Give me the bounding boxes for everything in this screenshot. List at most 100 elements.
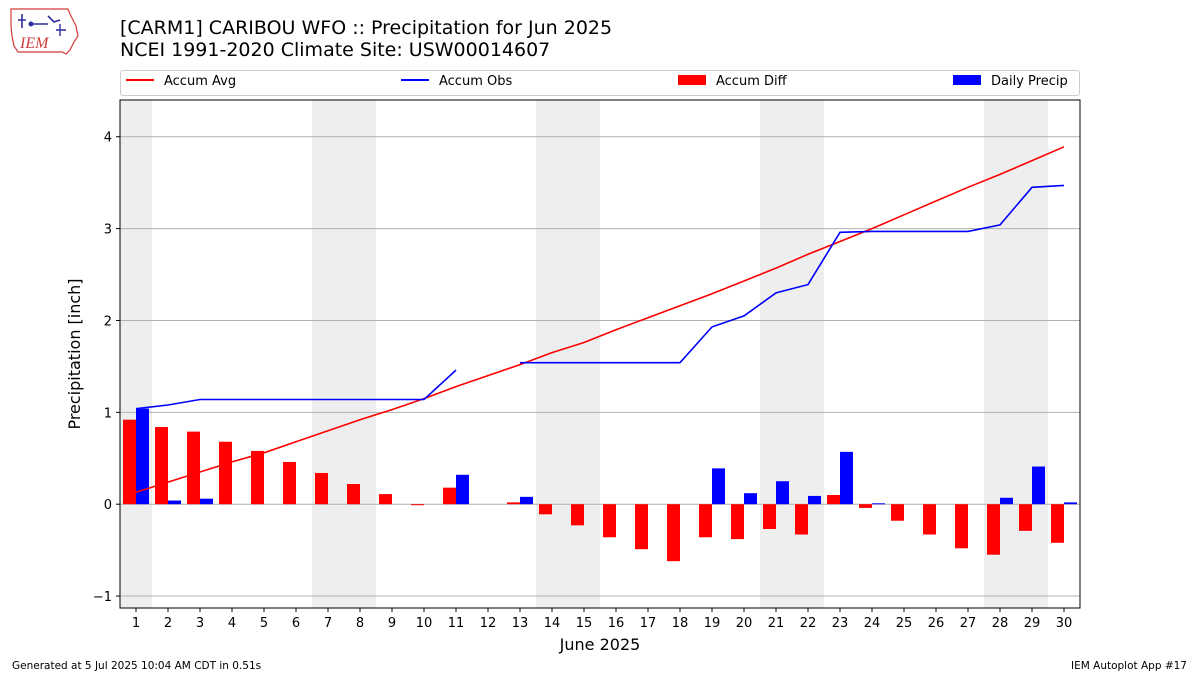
x-tick-label: 4 bbox=[228, 616, 236, 631]
y-tick-label: 1 bbox=[104, 406, 112, 421]
bar-accum-diff bbox=[827, 495, 840, 505]
x-tick-label: 13 bbox=[512, 616, 529, 631]
bar-accum-diff bbox=[859, 504, 872, 508]
x-tick-label: 24 bbox=[864, 616, 881, 631]
bar-accum-diff bbox=[763, 504, 776, 529]
legend-label-accum-avg: Accum Avg bbox=[164, 74, 237, 89]
x-tick-label: 9 bbox=[388, 616, 396, 631]
footer-generated: Generated at 5 Jul 2025 10:04 AM CDT in … bbox=[12, 660, 262, 672]
legend-item-accum-diff: Accum Diff bbox=[678, 74, 787, 92]
bar-accum-diff bbox=[699, 504, 712, 538]
bar-accum-diff bbox=[731, 504, 744, 540]
x-tick-label: 12 bbox=[480, 616, 497, 631]
bar-accum-diff bbox=[443, 487, 456, 505]
bar-accum-diff bbox=[123, 419, 136, 505]
bar-daily-precip bbox=[1064, 502, 1077, 505]
bar-daily-precip bbox=[200, 498, 213, 505]
iem-logo: IEM bbox=[10, 8, 79, 55]
x-tick-label: 7 bbox=[324, 616, 332, 631]
x-tick-label: 22 bbox=[800, 616, 817, 631]
x-tick-label: 29 bbox=[1024, 616, 1041, 631]
plot-frame bbox=[119, 99, 1081, 609]
x-tick-label: 16 bbox=[608, 616, 625, 631]
y-tick-label: −1 bbox=[93, 590, 112, 605]
bar-accum-diff bbox=[667, 504, 680, 562]
x-tick-label: 8 bbox=[356, 616, 364, 631]
legend-item-accum-avg: Accum Avg bbox=[126, 74, 236, 92]
x-tick-label: 26 bbox=[928, 616, 945, 631]
bar-accum-diff bbox=[795, 504, 808, 535]
x-tick-label: 1 bbox=[132, 616, 140, 631]
weekend-band bbox=[1016, 100, 1048, 608]
legend-item-daily-precip: Daily Precip bbox=[953, 74, 1068, 92]
weekend-band bbox=[120, 100, 152, 608]
x-tick-label: 18 bbox=[672, 616, 689, 631]
legend-label-daily-precip: Daily Precip bbox=[991, 74, 1068, 89]
bar-accum-diff bbox=[155, 427, 168, 505]
bar-daily-precip bbox=[136, 408, 149, 505]
weekend-shading bbox=[120, 100, 1048, 608]
bar-accum-diff bbox=[379, 494, 392, 505]
bar-accum-diff bbox=[955, 504, 968, 549]
y-tick-label: 2 bbox=[104, 314, 112, 329]
bar-accum-diff bbox=[187, 431, 200, 505]
weekend-band bbox=[568, 100, 600, 608]
line-accum-obs bbox=[135, 184, 1065, 410]
x-tick-label: 20 bbox=[736, 616, 753, 631]
weekend-band bbox=[312, 100, 344, 608]
bar-accum-diff bbox=[1019, 504, 1032, 531]
y-axis-label: Precipitation [inch] bbox=[65, 278, 84, 429]
bar-accum-diff bbox=[251, 450, 264, 505]
bar-accum-diff bbox=[923, 504, 936, 535]
legend-swatch-accum-diff bbox=[678, 75, 706, 85]
bar-accum-diff bbox=[891, 504, 904, 521]
line-accum-avg bbox=[135, 146, 1065, 494]
bar-daily-precip bbox=[1000, 497, 1013, 505]
x-tick-label: 30 bbox=[1056, 616, 1073, 631]
bar-accum-diff bbox=[1051, 504, 1064, 543]
weekend-band bbox=[760, 100, 792, 608]
footer-app: IEM Autoplot App #17 bbox=[1071, 660, 1187, 672]
chart-subtitle: NCEI 1991-2020 Climate Site: USW00014607 bbox=[120, 39, 551, 61]
x-tick-label: 6 bbox=[292, 616, 300, 631]
legend-swatch-accum-obs bbox=[401, 79, 429, 81]
bars bbox=[123, 408, 1077, 562]
bar-accum-diff bbox=[635, 504, 648, 550]
chart-title: [CARM1] CARIBOU WFO :: Precipitation for… bbox=[120, 17, 613, 39]
bar-daily-precip bbox=[744, 493, 757, 505]
x-tick-label: 23 bbox=[832, 616, 849, 631]
legend-swatch-daily-precip bbox=[953, 75, 981, 85]
y-tick-label: 4 bbox=[104, 131, 112, 146]
series-lines bbox=[135, 146, 1065, 494]
x-tick-label: 2 bbox=[164, 616, 172, 631]
bar-accum-diff bbox=[539, 504, 552, 515]
legend-swatch-accum-avg bbox=[126, 79, 154, 81]
bar-daily-precip bbox=[872, 503, 885, 505]
weekend-band bbox=[344, 100, 376, 608]
x-tick-label: 21 bbox=[768, 616, 785, 631]
legend-item-accum-obs: Accum Obs bbox=[401, 74, 512, 92]
bar-accum-diff bbox=[507, 502, 520, 505]
bar-accum-diff bbox=[571, 504, 584, 526]
x-tick-label: 27 bbox=[960, 616, 977, 631]
x-tick-label: 28 bbox=[992, 616, 1009, 631]
bar-daily-precip bbox=[808, 495, 821, 505]
x-tick-label: 3 bbox=[196, 616, 204, 631]
x-tick-label: 17 bbox=[640, 616, 657, 631]
bar-daily-precip bbox=[520, 496, 533, 505]
x-tick-label: 14 bbox=[544, 616, 561, 631]
gridlines bbox=[120, 136, 1080, 597]
bar-accum-diff bbox=[603, 504, 616, 538]
x-tick-label: 15 bbox=[576, 616, 593, 631]
y-tick-label: 3 bbox=[104, 223, 112, 238]
bar-daily-precip bbox=[840, 451, 853, 505]
x-tick-label: 25 bbox=[896, 616, 913, 631]
bar-accum-diff bbox=[219, 441, 232, 505]
bar-daily-precip bbox=[776, 481, 789, 505]
bar-daily-precip bbox=[1032, 466, 1045, 505]
x-tick-label: 5 bbox=[260, 616, 268, 631]
y-tick-label: 0 bbox=[104, 498, 112, 513]
bar-daily-precip bbox=[712, 468, 725, 505]
